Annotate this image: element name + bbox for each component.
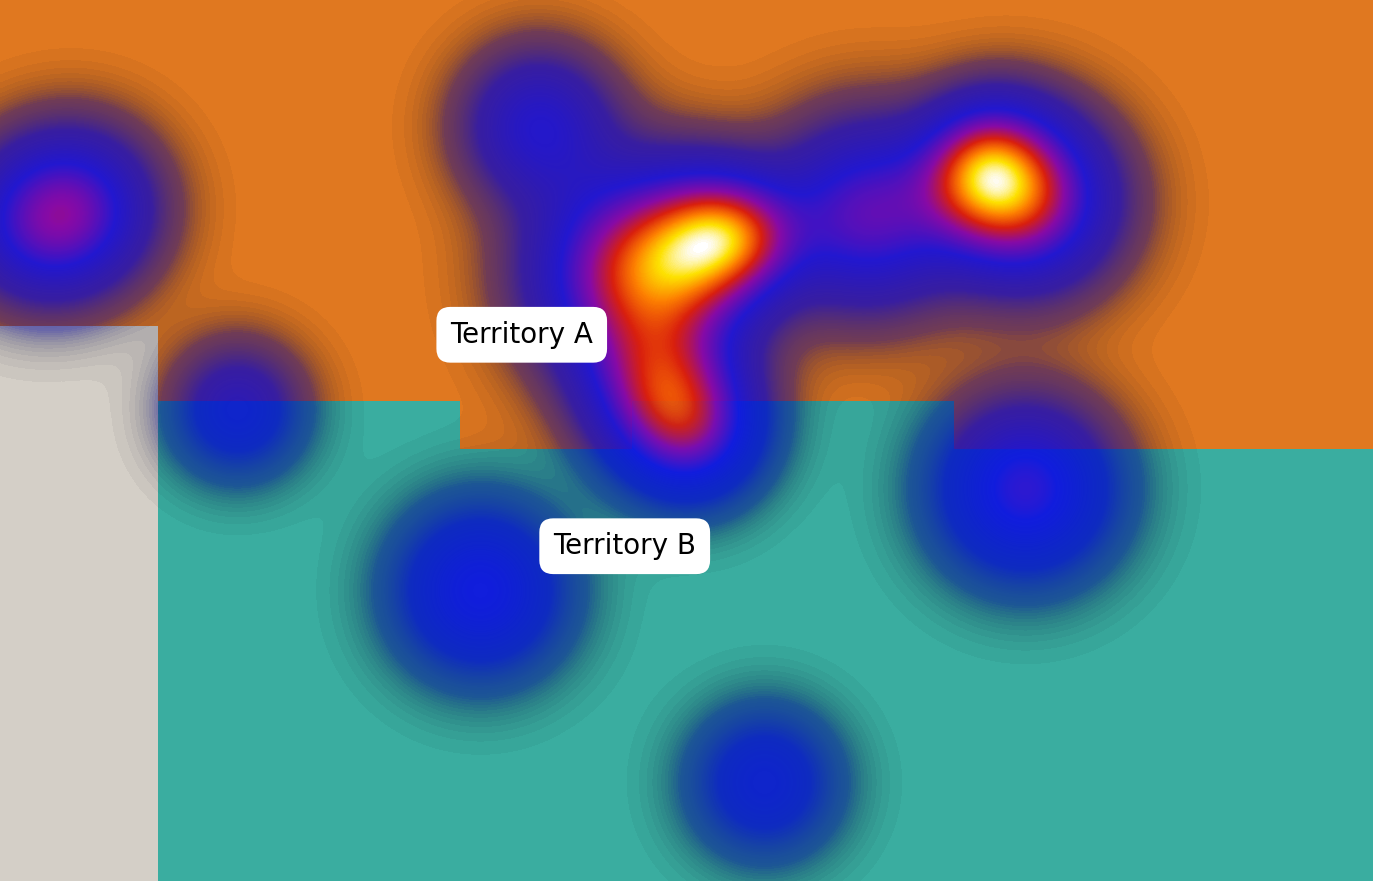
Text: Territory B: Territory B [553, 532, 696, 560]
Polygon shape [158, 401, 1373, 881]
Text: Territory A: Territory A [450, 321, 593, 349]
Polygon shape [0, 0, 1373, 449]
